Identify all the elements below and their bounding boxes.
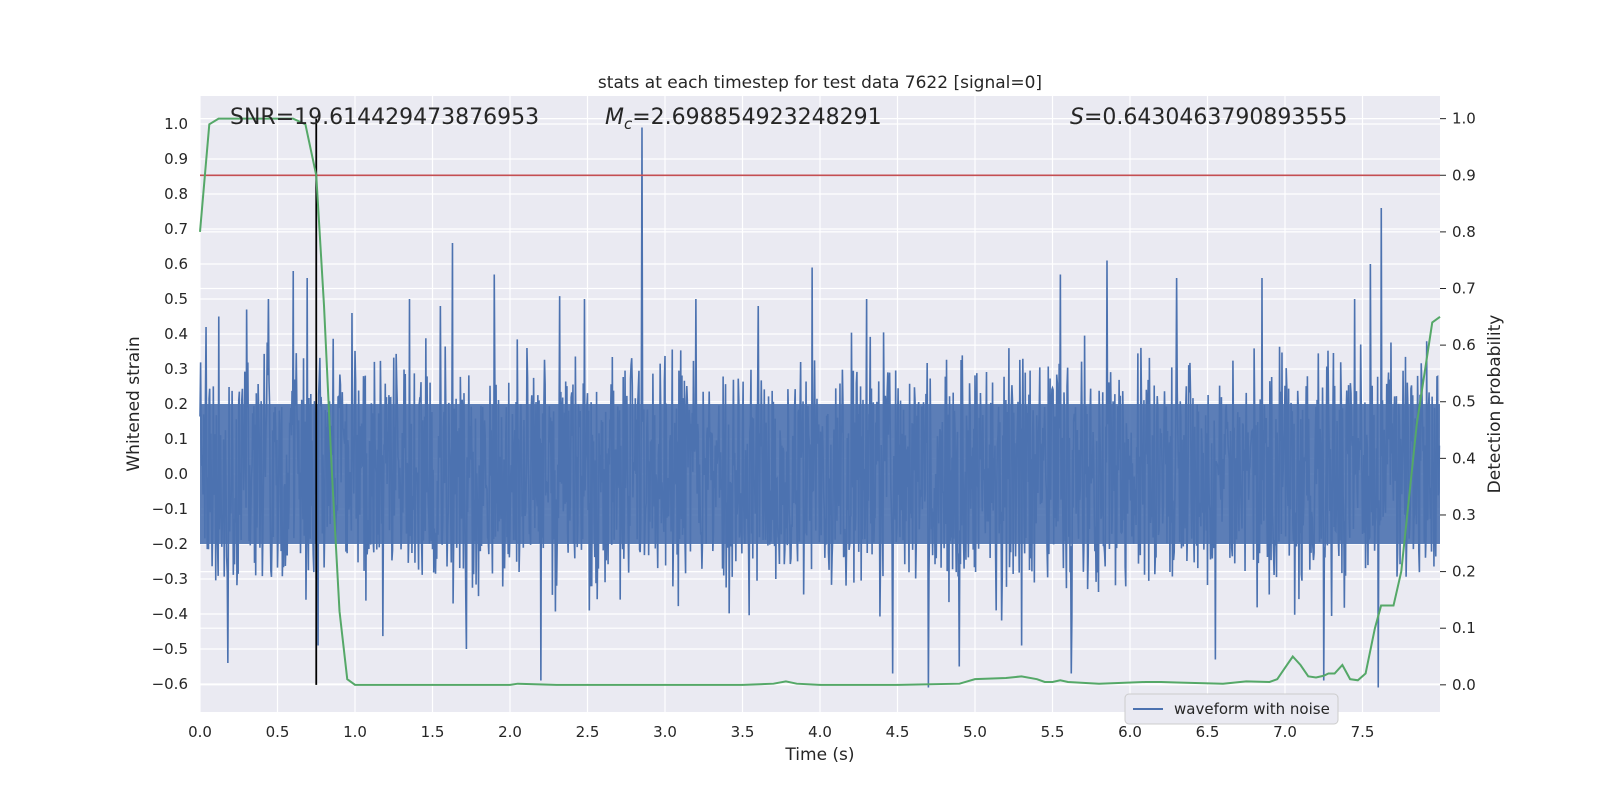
x-tick-label: 1.5 — [421, 723, 445, 741]
chart-title: stats at each timestep for test data 762… — [598, 73, 1042, 93]
y-tick-label-left: −0.3 — [152, 570, 188, 588]
y-tick-label-right: 0.0 — [1452, 676, 1476, 694]
y-tick-label-left: 0.6 — [164, 255, 188, 273]
legend-label: waveform with noise — [1174, 700, 1330, 718]
legend-box — [1124, 693, 1339, 725]
x-tick-label: 7.0 — [1273, 723, 1297, 741]
y-tick-label-left: 0.5 — [164, 290, 188, 308]
waveform-core-band — [200, 404, 1440, 544]
y-tick-label-right: 1.0 — [1452, 110, 1476, 128]
x-axis-ticks: 0.0 0.5 1.0 1.5 2.0 2.5 3.0 3.5 4.0 4.5 5.0 5.5 6.0 6… — [188, 723, 1374, 741]
mc-symbol: M — [605, 105, 624, 130]
x-tick-label: 0.0 — [188, 723, 212, 741]
x-tick-label: 4.0 — [808, 723, 832, 741]
mc-annotation: Mc=2.698854923248291 — [605, 105, 882, 133]
y-axis-right-label: Detection probability — [1485, 315, 1505, 494]
y-tick-label-right: 0.1 — [1452, 619, 1476, 637]
y-tick-label-right: 0.2 — [1452, 563, 1476, 581]
y-tick-label-left: −0.2 — [152, 535, 188, 553]
x-tick-label: 1.0 — [343, 723, 367, 741]
y-axis-left-label: Whitened strain — [124, 336, 144, 471]
x-tick-label: 2.0 — [498, 723, 522, 741]
x-tick-label: 6.5 — [1196, 723, 1220, 741]
y-tick-label-left: 0.0 — [164, 465, 188, 483]
y-axis-left-ticks: 1.0 0.9 0.8 0.7 0.6 0.5 0.4 0.3 0.2 0.1 0.0 −0.1 −0.… — [152, 115, 188, 693]
y-tick-label-right: 0.9 — [1452, 166, 1476, 184]
x-axis-label: Time (s) — [784, 745, 854, 765]
x-tick-label: 0.5 — [266, 723, 290, 741]
mc-subscript: c — [624, 115, 633, 133]
x-tick-label: 4.5 — [886, 723, 910, 741]
y-tick-label-right: 0.8 — [1452, 223, 1476, 241]
y-tick-label-left: −0.5 — [152, 640, 188, 658]
legend: waveform with noise — [1124, 693, 1339, 725]
y-tick-label-right: 0.7 — [1452, 280, 1476, 298]
s-value: =0.6430463790893555 — [1084, 105, 1347, 130]
y-tick-label-left: −0.1 — [152, 500, 188, 518]
s-annotation: S=0.6430463790893555 — [1070, 105, 1347, 130]
probability-series — [199, 117, 1441, 686]
y-tick-label-left: 0.8 — [164, 185, 188, 203]
waveform-series — [199, 127, 1441, 688]
y-tick-label-right: 0.3 — [1452, 506, 1476, 524]
y-tick-label-left: 0.9 — [164, 150, 188, 168]
y-tick-label-left: 1.0 — [164, 115, 188, 133]
x-tick-label: 3.5 — [731, 723, 755, 741]
probability-line — [199, 117, 1441, 686]
x-tick-label: 7.5 — [1351, 723, 1375, 741]
y-tick-label-left: 0.1 — [164, 430, 188, 448]
y-tick-label-left: −0.4 — [152, 605, 188, 623]
y-tick-label-left: 0.3 — [164, 360, 188, 378]
y-tick-label-right: 0.5 — [1452, 393, 1476, 411]
x-tick-label: 2.5 — [576, 723, 600, 741]
y-tick-label-left: 0.4 — [164, 325, 188, 343]
x-tick-label: 3.0 — [653, 723, 677, 741]
x-tick-label: 6.0 — [1118, 723, 1142, 741]
x-tick-label: 5.0 — [963, 723, 987, 741]
s-symbol: S — [1070, 105, 1084, 130]
snr-annotation: SNR=19.614429473876953 — [230, 105, 539, 130]
y-tick-label-left: −0.6 — [152, 675, 188, 693]
y-tick-label-left: 0.2 — [164, 395, 188, 413]
overlays — [200, 118, 1440, 685]
y-axis-right-ticks: 1.0 0.9 0.8 0.7 0.6 0.5 0.4 0.3 0.2 0.1 0.0 — [1440, 110, 1476, 694]
y-tick-label-right: 0.6 — [1452, 336, 1476, 354]
y-tick-label-right: 0.4 — [1452, 449, 1476, 467]
y-tick-label-left: 0.7 — [164, 220, 188, 238]
x-tick-label: 5.5 — [1041, 723, 1065, 741]
mc-value: =2.698854923248291 — [632, 105, 881, 130]
